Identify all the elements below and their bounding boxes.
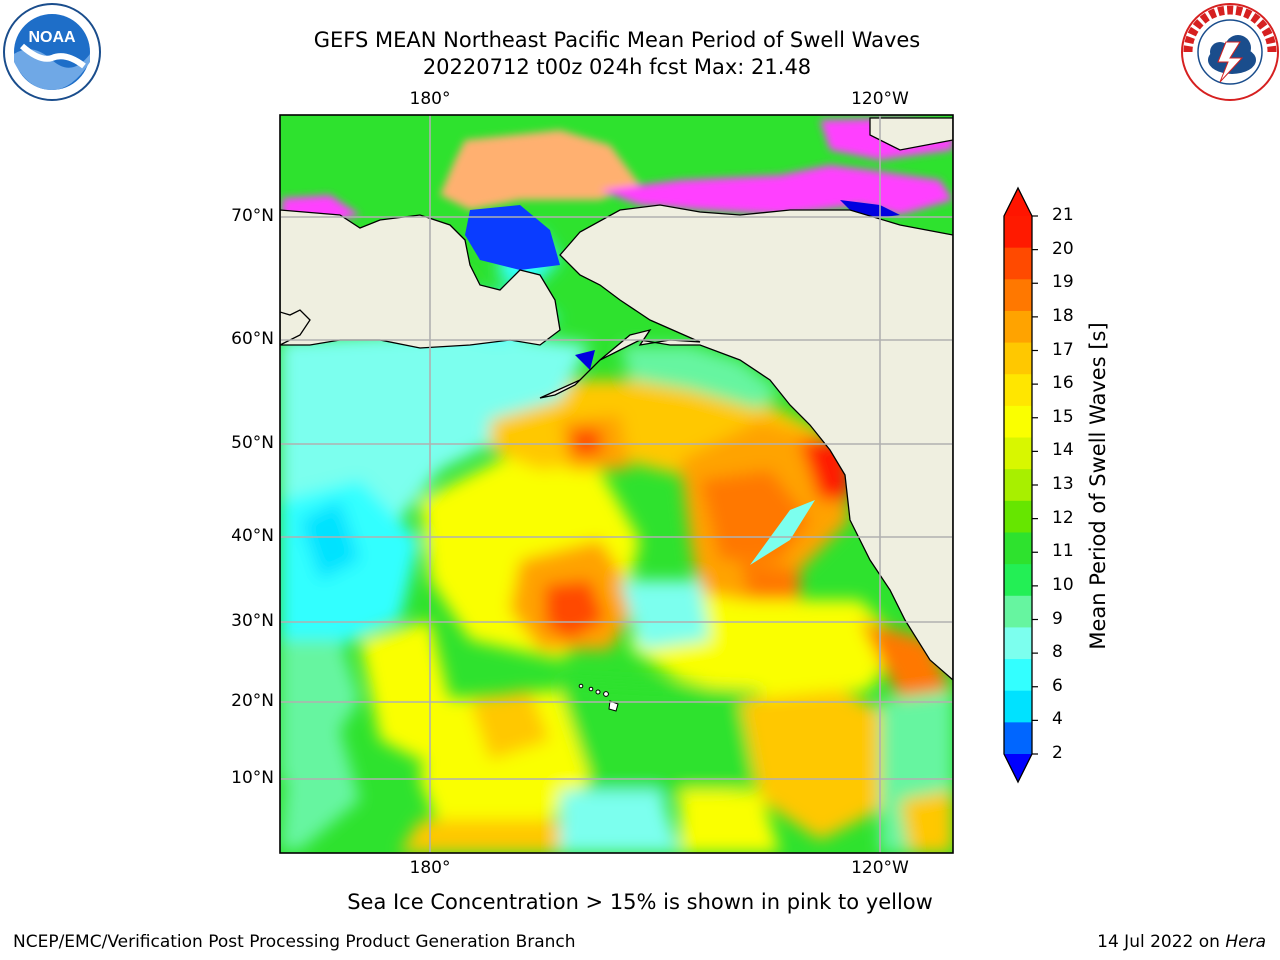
footer-credit: NCEP/EMC/Verification Post Processing Pr… — [13, 932, 576, 952]
colorbar-tick-label: 16 — [1052, 373, 1074, 394]
colorbar-tick-label: 19 — [1052, 272, 1074, 293]
nws-logo — [1181, 3, 1279, 101]
colorbar-segment — [1004, 469, 1032, 502]
lon-label-top: 120°W — [851, 89, 909, 109]
lon-label-bottom: 180° — [409, 858, 451, 878]
lon-label-bottom: 120°W — [851, 858, 909, 878]
sea-ice-caption: Sea Ice Concentration > 15% is shown in … — [347, 890, 933, 914]
lat-label: 20°N — [231, 691, 274, 711]
lat-label: 10°N — [231, 768, 274, 788]
ice-blue-bering — [465, 205, 560, 270]
colorbar-tick-label: 8 — [1052, 642, 1063, 663]
footer-date-text: 14 Jul 2022 on — [1097, 932, 1226, 952]
colorbar-segment — [1004, 722, 1032, 755]
colorbar-tick-label: 12 — [1052, 507, 1074, 528]
colorbar-segment — [1004, 564, 1032, 597]
colorbar-tick-label: 4 — [1052, 709, 1063, 730]
colorbar-segment — [1004, 595, 1032, 628]
colorbar-tick-label: 14 — [1052, 440, 1074, 461]
lat-label: 50°N — [231, 433, 274, 453]
noaa-logo: NOAA — [3, 3, 101, 101]
colorbar-segment — [1004, 659, 1032, 692]
colorbar-tick-label: 20 — [1052, 238, 1074, 259]
lon-label-top: 180° — [409, 89, 451, 109]
map-subtitle: 20220712 t00z 024h fcst Max: 21.48 — [422, 55, 812, 79]
colorbar-segment — [1004, 216, 1032, 249]
colorbar-segment — [1004, 342, 1032, 375]
colorbar-segment — [1004, 500, 1032, 533]
footer-date: 14 Jul 2022 on Hera — [1097, 932, 1266, 952]
colorbar-title: Mean Period of Swell Waves [s] — [1086, 322, 1110, 650]
colorbar-tick-label: 18 — [1052, 305, 1074, 326]
colorbar-max-arrow — [1004, 188, 1032, 216]
colorbar-segment — [1004, 690, 1032, 723]
lat-label: 70°N — [231, 206, 274, 226]
colorbar-tick-label: 13 — [1052, 474, 1074, 494]
colorbar-segment — [1004, 310, 1032, 344]
colorbar-min-arrow — [1004, 754, 1032, 782]
colorbar-segment — [1004, 405, 1032, 439]
lat-label: 60°N — [231, 329, 274, 349]
colorbar-segment — [1004, 627, 1032, 660]
colorbar-tick-label: 2 — [1052, 743, 1063, 763]
colorbar-segment — [1004, 437, 1032, 470]
colorbar-tick-label: 21 — [1052, 205, 1074, 225]
footer-host: Hera — [1225, 932, 1266, 952]
colorbar-segment — [1004, 247, 1032, 280]
colorbar-tick-label: 17 — [1052, 339, 1074, 360]
hawaii-islands — [578, 683, 619, 712]
graticule — [280, 115, 953, 853]
lat-label: 40°N — [231, 526, 274, 546]
colorbar-tick-label: 11 — [1052, 541, 1074, 562]
land — [280, 117, 953, 681]
colorbar — [1003, 186, 1038, 784]
colorbar-segment — [1004, 279, 1032, 312]
map-title: GEFS MEAN Northeast Pacific Mean Period … — [313, 28, 921, 52]
colorbar-segment — [1004, 532, 1032, 565]
colorbar-tick-label: 15 — [1052, 406, 1074, 427]
svg-text:NOAA: NOAA — [28, 29, 76, 46]
cyan-lens — [750, 500, 815, 565]
lat-label: 30°N — [231, 611, 274, 631]
map-frame — [279, 114, 954, 854]
colorbar-tick-label: 10 — [1052, 574, 1074, 595]
colorbar-tick-label: 9 — [1052, 608, 1063, 629]
colorbar-tick-label: 6 — [1052, 675, 1063, 696]
colorbar-segment — [1004, 374, 1032, 407]
